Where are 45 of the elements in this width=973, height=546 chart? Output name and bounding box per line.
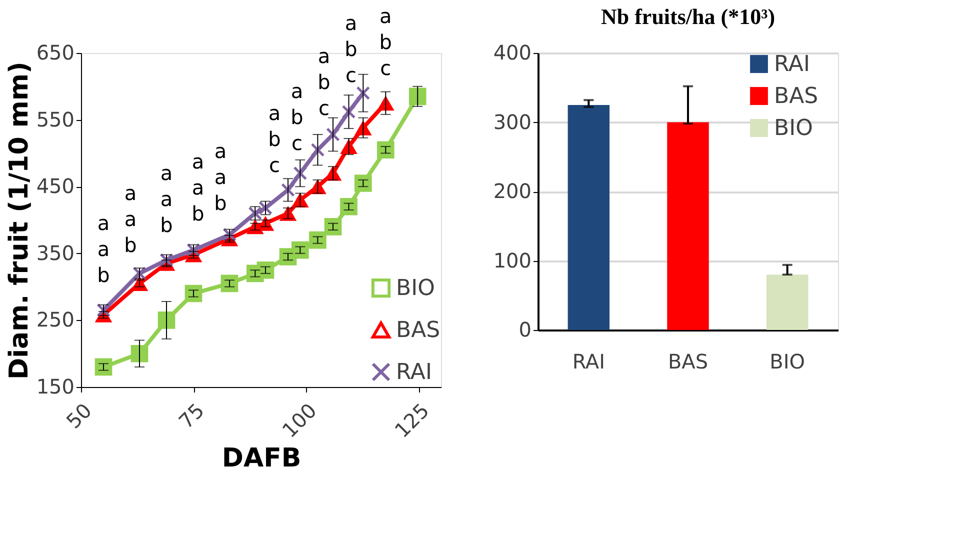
y-tick-label: 250 xyxy=(36,308,74,332)
annotation: a b c xyxy=(268,100,281,177)
annotation: a b c xyxy=(344,10,358,87)
y-tick-label: 150 xyxy=(36,374,74,398)
annotation: a b c xyxy=(379,4,392,80)
legend-label: BIO xyxy=(774,116,813,141)
x-tick-label: 100 xyxy=(277,398,322,442)
y-axis-title: Diam. fruit (1/10 mm) xyxy=(4,62,34,380)
point xyxy=(158,312,176,329)
point xyxy=(310,142,325,157)
x-tick-label: BAS xyxy=(668,350,708,374)
x-tick-label: BIO xyxy=(770,350,806,374)
y-tick-label: 450 xyxy=(36,174,74,198)
point xyxy=(376,141,394,159)
annotation: a b c xyxy=(318,44,330,120)
point xyxy=(354,174,372,192)
annotation: a a b xyxy=(124,181,137,258)
y-tick-label: 0 xyxy=(518,318,532,342)
point xyxy=(340,198,358,216)
point xyxy=(408,88,426,106)
point xyxy=(342,104,356,119)
legend-label: BIO xyxy=(396,276,435,301)
y-tick-label: 400 xyxy=(493,40,532,64)
legend-label: RAI xyxy=(774,52,810,77)
point xyxy=(130,344,148,362)
point xyxy=(324,218,342,236)
point xyxy=(291,241,309,259)
legend-label: BAS xyxy=(396,318,440,343)
y-tick-label: 200 xyxy=(493,179,532,203)
x-tick-label: 125 xyxy=(390,398,434,442)
x-tick-label: RAI xyxy=(572,350,605,374)
annotation: a a b xyxy=(214,139,227,216)
y-tick-label: 650 xyxy=(36,40,74,64)
chart-title: Nb fruits/ha (*10³) xyxy=(600,4,776,29)
x-tick-label: 50 xyxy=(61,398,96,434)
y-tick-label: 100 xyxy=(493,248,532,272)
x-axis-title: DAFB xyxy=(222,444,302,474)
y-tick-label: 300 xyxy=(493,110,532,134)
y-tick-label: 550 xyxy=(36,107,74,132)
annotation: a a b xyxy=(160,161,173,238)
y-tick-label: 350 xyxy=(36,240,74,265)
x-tick-label: 75 xyxy=(174,398,209,434)
legend-label: BAS xyxy=(774,84,818,109)
annotation: a a b xyxy=(97,211,110,288)
annotation: a a b xyxy=(192,150,204,226)
